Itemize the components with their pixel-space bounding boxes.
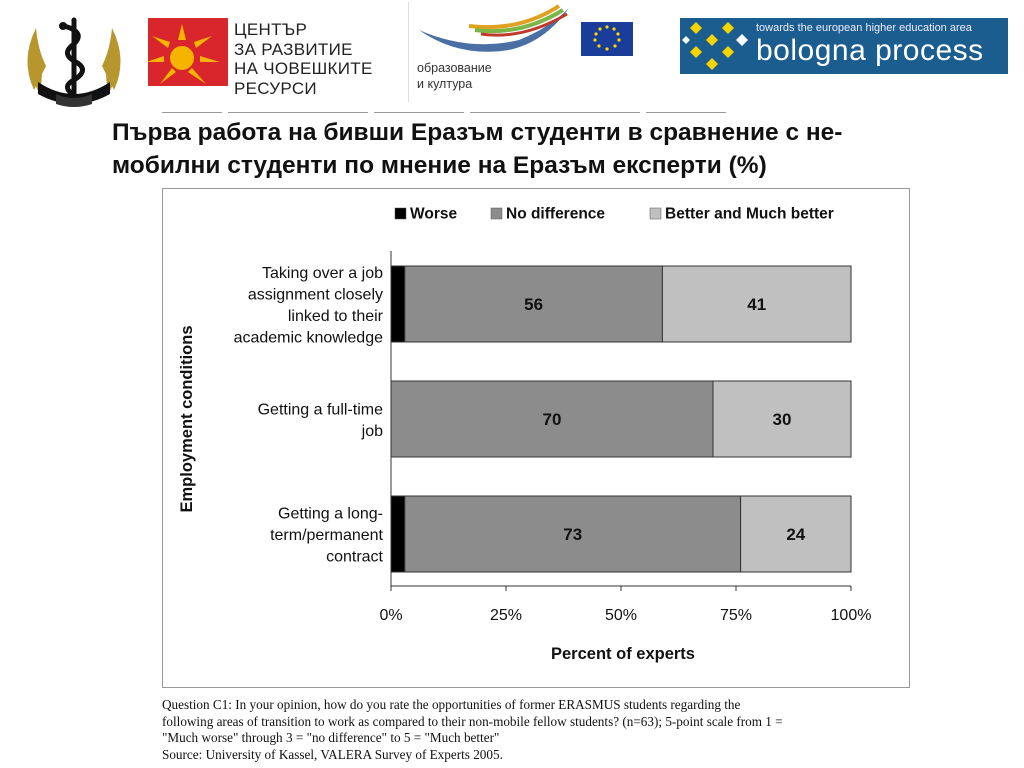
- slide-title-line: мобилни студенти по мнение на Еразъм екс…: [112, 152, 767, 179]
- category-label-0-1: assignment closely: [248, 286, 383, 303]
- stacked-bar-chart: Worse No difference Better and Much better…: [178, 206, 872, 664]
- university-crest-logo: [16, 10, 132, 110]
- legend-swatch-2: [649, 207, 662, 220]
- chart-footnote: Question C1: In your opinion, how do you…: [162, 697, 922, 763]
- x-tick-label-0: 0%: [379, 607, 402, 624]
- legend-label-2: Better and Much better: [665, 206, 834, 223]
- data-label-0-2: 41: [747, 295, 766, 314]
- bar-segment-2-1: [404, 495, 742, 573]
- bar-segment-1-1: [390, 380, 714, 458]
- bar-segment-2-0: [390, 495, 406, 573]
- x-tick-label-2: 50%: [605, 607, 637, 624]
- category-label-1-0: Getting a full-time: [258, 401, 383, 418]
- category-label-0-0: Taking over a job: [262, 265, 383, 282]
- data-label-2-1: 73: [563, 525, 582, 544]
- data-label-0-1: 56: [524, 295, 543, 314]
- category-label-1-1: job: [361, 423, 383, 440]
- bar-segment-1-2: [712, 380, 852, 458]
- x-tick-label-3: 75%: [720, 607, 752, 624]
- legend-swatch-0: [394, 207, 407, 220]
- category-label-2-1: term/permanent: [270, 527, 383, 544]
- hrdc-logo: ЦЕНТЪР ЗА РАЗВИТИЕ НА ЧОВЕШКИТЕ РЕСУРСИ: [148, 18, 392, 98]
- bar-segment-0-2: [661, 265, 852, 343]
- category-label-2-2: contract: [326, 549, 383, 566]
- bar-segment-2-2: [740, 495, 852, 573]
- footnote-line: following areas of transition to work as…: [162, 713, 783, 729]
- hrdc-logo-text: ЦЕНТЪР ЗА РАЗВИТИЕ НА ЧОВЕШКИТЕ РЕСУРСИ: [234, 20, 373, 98]
- y-axis-label: Employment conditions: [178, 325, 196, 512]
- x-axis-label: Percent of experts: [551, 645, 695, 663]
- footnote-line: "Much worse" through 3 = "no difference"…: [162, 730, 500, 745]
- slide-title: Първа работа на бивши Еразъм студенти в …: [112, 116, 982, 182]
- category-label-0-3: academic knowledge: [234, 329, 384, 346]
- legend-label-1: No difference: [506, 206, 605, 223]
- x-tick-label-4: 100%: [831, 607, 872, 624]
- data-label-1-1: 70: [543, 410, 562, 429]
- category-label-2-0: Getting a long-: [278, 506, 383, 523]
- chart-frame: Worse No difference Better and Much better…: [162, 188, 910, 688]
- data-label-2-2: 24: [786, 525, 805, 544]
- category-label-0-2: linked to their: [288, 308, 384, 325]
- legend-label-0: Worse: [410, 206, 457, 223]
- bologna-tagline: towards the european higher education ar…: [756, 22, 972, 34]
- bologna-process-logo: towards the european higher education ar…: [680, 18, 1008, 74]
- footnote-line: Source: University of Kassel, VALERA Sur…: [162, 746, 503, 762]
- bar-segment-0-1: [404, 265, 663, 343]
- legend-swatch-1: [490, 207, 503, 220]
- slide-title-line: Първа работа на бивши Еразъм студенти в …: [112, 119, 843, 146]
- education-culture-logo: образование и култура: [408, 2, 645, 102]
- x-tick-label-1: 25%: [490, 607, 522, 624]
- bologna-name: bologna process: [756, 34, 984, 67]
- cropped-caption-remnant: [162, 103, 802, 113]
- data-label-1-2: 30: [773, 410, 792, 429]
- footnote-line: Question C1: In your opinion, how do you…: [162, 697, 741, 712]
- education-culture-logo-text: образование и култура: [417, 61, 492, 91]
- bar-segment-0-0: [390, 265, 406, 343]
